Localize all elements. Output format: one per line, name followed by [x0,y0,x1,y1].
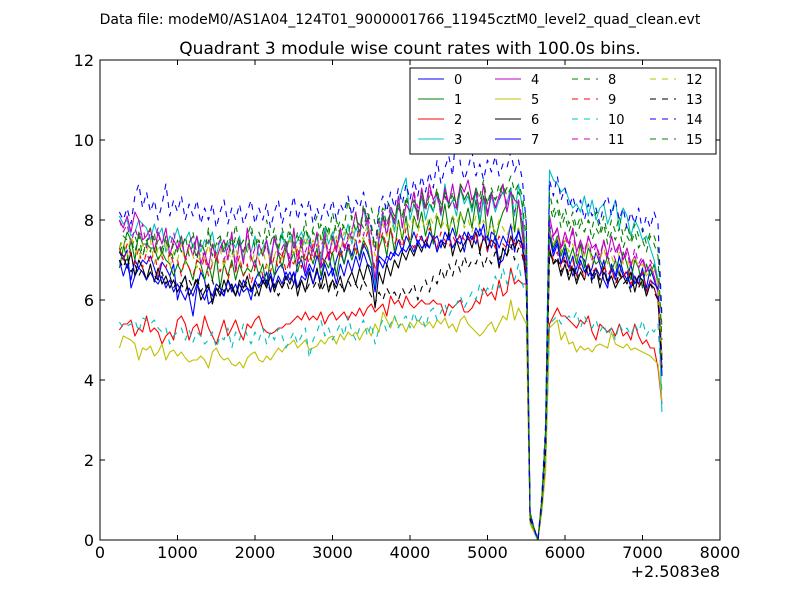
series-1-line [118,187,663,540]
legend-label-15: 15 [686,133,703,148]
legend-label-3: 3 [454,133,462,148]
legend-label-6: 6 [531,113,539,128]
x-tick-label: 6000 [545,543,586,562]
series-12-line [118,211,663,540]
series-7-line [118,227,663,540]
y-tick-label: 6 [84,291,94,310]
series-14-line [118,123,663,540]
legend-label-5: 5 [531,93,539,108]
legend-label-8: 8 [608,73,616,88]
x-tick-label: 3000 [312,543,353,562]
series-2-line [118,267,663,540]
x-tick-label: 8000 [700,543,741,562]
legend-label-9: 9 [608,93,616,108]
y-tick-label: 12 [74,51,94,70]
y-tick-label: 2 [84,451,94,470]
legend-label-7: 7 [531,133,539,148]
legend-label-10: 10 [608,113,625,128]
legend-box [409,67,717,155]
chart-suptitle: Data file: modeM0/AS1A04_124T01_90000017… [100,12,701,28]
x-offset-label: +2.5083e8 [631,562,720,581]
x-tick-label: 4000 [390,543,431,562]
y-tick-label: 10 [74,131,94,150]
series-layer [118,123,663,540]
x-tick-label: 0 [95,543,105,562]
y-tick-label: 8 [84,211,94,230]
series-13-line [118,243,663,540]
x-tick-label: 5000 [467,543,508,562]
legend-label-4: 4 [531,73,539,88]
series-4-line [118,179,663,540]
legend-label-2: 2 [454,113,462,128]
y-tick-label: 0 [84,531,94,550]
series-5-line [118,299,663,540]
series-6-line [119,231,663,540]
legend-label-13: 13 [686,93,703,108]
legend-label-12: 12 [686,73,703,88]
series-8-line [118,175,663,540]
legend-label-0: 0 [454,73,462,88]
y-tick-label: 4 [84,371,94,390]
x-tick-label: 1000 [157,543,198,562]
legend-label-1: 1 [454,93,462,108]
x-tick-label: 2000 [235,543,276,562]
legend-label-11: 11 [608,133,625,148]
axis-ticks: 0 1000 2000 3000 4000 5000 6000 7000 80000246810… [74,51,741,562]
series-15-line [118,183,663,540]
series-10-line [118,263,663,540]
x-tick-label: 7000 [622,543,663,562]
series-3-line [118,169,663,540]
legend-label-14: 14 [686,113,703,128]
chart-title: Quadrant 3 module wise count rates with … [179,39,640,59]
